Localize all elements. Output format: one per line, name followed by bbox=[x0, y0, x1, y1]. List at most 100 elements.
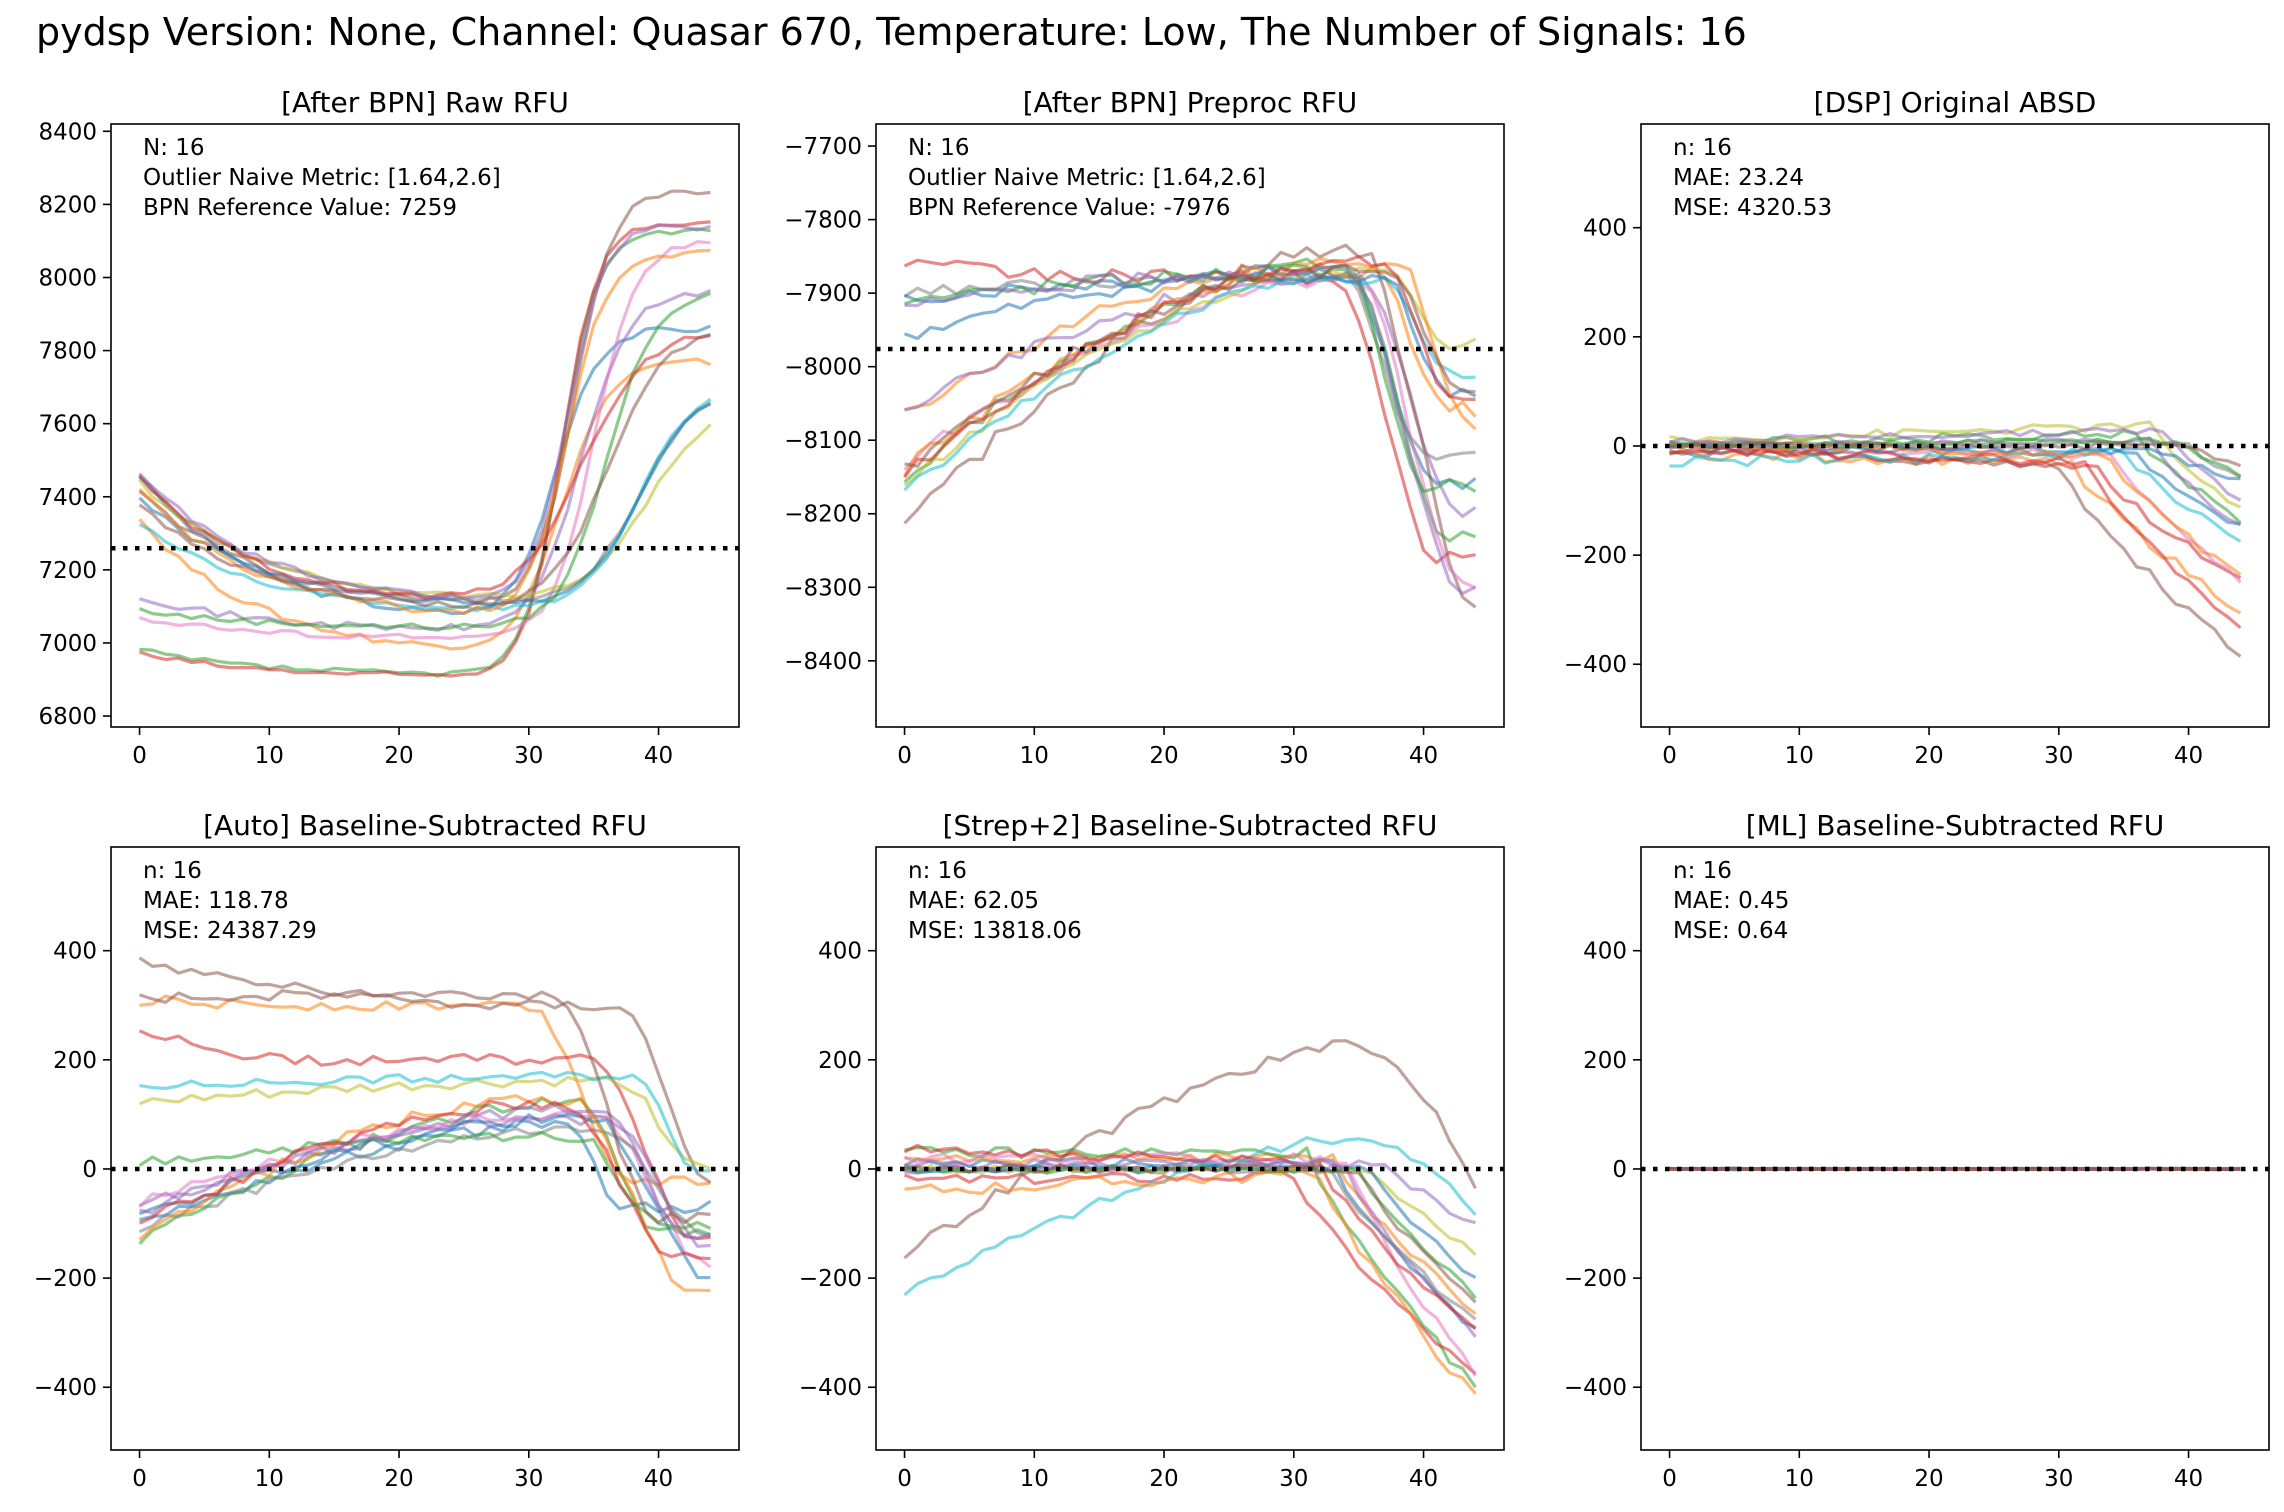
series-line bbox=[903, 271, 1477, 398]
stat-mae: MAE: 118.78 bbox=[143, 888, 289, 914]
subplot-1: 0 10 20 30 40 6800 7000 7200 7400 7600 7800 8000 820… bbox=[38, 86, 740, 769]
series-line bbox=[1669, 443, 2242, 580]
subplot-title: [DSP] Original ABSD bbox=[1814, 86, 2097, 119]
series-line bbox=[904, 1166, 1477, 1395]
x-tick-label: 40 bbox=[1409, 743, 1438, 769]
series-line bbox=[138, 240, 711, 640]
series-line bbox=[138, 402, 712, 608]
x-tick-label: 10 bbox=[255, 1466, 284, 1492]
series-line bbox=[138, 1094, 711, 1293]
x-tick-label: 0 bbox=[897, 1466, 912, 1492]
x-tick-label: 0 bbox=[132, 1466, 147, 1492]
series-line bbox=[904, 1145, 1477, 1389]
y-tick-label: −200 bbox=[1564, 1266, 1627, 1292]
x-tick-label: 0 bbox=[1662, 743, 1677, 769]
y-tick-label: 200 bbox=[1583, 325, 1627, 351]
series-line bbox=[139, 1103, 712, 1240]
series-group bbox=[1668, 420, 2242, 658]
subplot-title: [After BPN] Raw RFU bbox=[281, 86, 569, 119]
y-tick-label: 8400 bbox=[38, 119, 97, 145]
figure-title: pydsp Version: None, Channel: Quasar 670… bbox=[36, 10, 1747, 54]
series-line bbox=[138, 220, 711, 678]
series-line bbox=[903, 254, 1476, 479]
series-line bbox=[903, 272, 1476, 492]
series-line bbox=[1669, 446, 2242, 543]
x-tick-label: 20 bbox=[1914, 743, 1943, 769]
series-line bbox=[903, 1143, 1477, 1331]
axes-frame bbox=[1640, 846, 2270, 1451]
series-line bbox=[138, 1075, 712, 1171]
y-tick-label: −400 bbox=[1564, 652, 1627, 678]
x-tick-label: 20 bbox=[384, 743, 413, 769]
x-tick-label: 40 bbox=[644, 1466, 673, 1492]
subplot-title: [Strep+2] Baseline-Subtracted RFU bbox=[943, 809, 1438, 842]
series-line bbox=[904, 1163, 1477, 1279]
x-tick-label: 10 bbox=[255, 743, 284, 769]
series-line bbox=[138, 248, 711, 615]
y-tick-label: −400 bbox=[34, 1375, 97, 1401]
stat-mse: MSE: 4320.53 bbox=[1673, 195, 1832, 221]
series-line bbox=[1669, 438, 2242, 576]
series-line bbox=[903, 1039, 1477, 1260]
axes-frame bbox=[110, 123, 740, 728]
y-tick-label: −8400 bbox=[784, 649, 862, 675]
y-tick-label: 7400 bbox=[38, 485, 97, 511]
series-group bbox=[903, 243, 1477, 609]
x-tick-label: 0 bbox=[897, 743, 912, 769]
stat-n: n: 16 bbox=[1673, 858, 1732, 884]
y-tick-label: 7800 bbox=[38, 339, 97, 365]
y-tick-label: 6800 bbox=[38, 704, 97, 730]
x-tick-label: 20 bbox=[1914, 1466, 1943, 1492]
y-tick-label: 7200 bbox=[38, 558, 97, 584]
y-tick-label: 400 bbox=[1583, 216, 1627, 242]
y-tick-label: −400 bbox=[799, 1375, 862, 1401]
x-tick-label: 10 bbox=[1020, 743, 1049, 769]
x-tick-label: 10 bbox=[1785, 1466, 1814, 1492]
series-group bbox=[138, 956, 712, 1293]
x-tick-label: 30 bbox=[1279, 1466, 1308, 1492]
series-line bbox=[904, 265, 1477, 596]
y-tick-label: 0 bbox=[1612, 1157, 1627, 1183]
series-line bbox=[138, 956, 712, 1184]
axes-frame bbox=[1640, 123, 2270, 728]
series-group bbox=[903, 1039, 1477, 1395]
y-tick-label: 0 bbox=[82, 1157, 97, 1183]
x-tick-label: 30 bbox=[1279, 743, 1308, 769]
y-tick-label: 400 bbox=[53, 939, 97, 965]
stat-mse: MSE: 24387.29 bbox=[143, 918, 317, 944]
series-line bbox=[903, 1169, 1477, 1375]
series-line bbox=[138, 291, 712, 631]
series-line bbox=[904, 272, 1477, 518]
stat-mse: MSE: 0.64 bbox=[1673, 918, 1788, 944]
series-line bbox=[904, 263, 1476, 468]
subplot-5: 0 10 20 30 40 −400 −200 0 200 400 [Strep+2] Baseli… bbox=[799, 809, 1505, 1492]
x-tick-label: 40 bbox=[2174, 743, 2203, 769]
y-tick-label: −8200 bbox=[784, 502, 862, 528]
stat-mse: MSE: 13818.06 bbox=[908, 918, 1082, 944]
y-tick-label: −8100 bbox=[784, 428, 862, 454]
series-line bbox=[139, 288, 712, 632]
y-tick-label: −200 bbox=[799, 1266, 862, 1292]
x-tick-label: 30 bbox=[2044, 1466, 2073, 1492]
x-tick-label: 20 bbox=[1149, 743, 1178, 769]
y-tick-label: −200 bbox=[34, 1266, 97, 1292]
axes-frame bbox=[875, 846, 1505, 1451]
axes-frame bbox=[110, 846, 740, 1451]
stat-bpn-reference-value: BPN Reference Value: 7259 bbox=[143, 195, 457, 221]
y-tick-label: −7800 bbox=[784, 208, 862, 234]
subplot-6: 0 10 20 30 40 −400 −200 0 200 400 [ML] Baseline-Su… bbox=[1564, 809, 2270, 1492]
series-line bbox=[139, 989, 711, 1225]
subplot-2: 0 10 20 30 40 −8400 −8300 −8200 −8100 −8000 −7900 −… bbox=[784, 86, 1505, 769]
stat-n: n: 16 bbox=[143, 858, 202, 884]
y-tick-label: 8000 bbox=[38, 265, 97, 291]
stat-mae: MAE: 0.45 bbox=[1673, 888, 1789, 914]
y-tick-label: −7900 bbox=[784, 281, 862, 307]
y-tick-label: −8300 bbox=[784, 575, 862, 601]
series-line bbox=[138, 223, 711, 600]
subplot-title: [ML] Baseline-Subtracted RFU bbox=[1746, 809, 2165, 842]
x-tick-label: 10 bbox=[1020, 1466, 1049, 1492]
y-tick-label: −7700 bbox=[784, 134, 862, 160]
x-tick-label: 0 bbox=[1662, 1466, 1677, 1492]
y-tick-label: 200 bbox=[818, 1048, 862, 1074]
